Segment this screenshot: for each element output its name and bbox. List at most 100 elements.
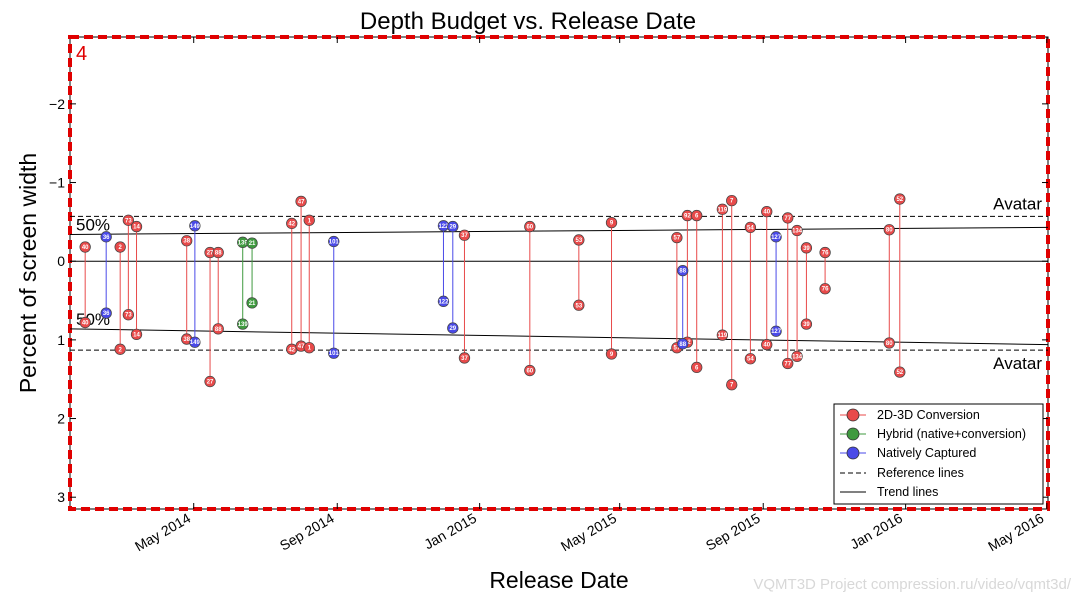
x-tick-label: Sep 2014 [277, 510, 337, 554]
legend-label-reference: Reference lines [877, 466, 964, 480]
point-label: 21 [249, 301, 256, 307]
legend-marker-hybrid [846, 427, 860, 441]
point-conversion-high [791, 350, 803, 363]
point-conversion-low [286, 217, 298, 230]
point-conversion-high [458, 352, 471, 364]
point-label: 40 [763, 210, 770, 216]
point-conversion-high [883, 337, 895, 349]
trend-line [69, 226, 1049, 235]
point-label: 37 [461, 356, 468, 362]
point-label: 27 [207, 251, 214, 257]
point-label: 7 [730, 199, 734, 205]
point-label: 134 [792, 354, 803, 360]
point-label: 14 [133, 332, 140, 338]
point-conversion-high [782, 357, 794, 370]
y-axis-label: Percent of screen width [15, 153, 41, 393]
point-conversion-low [458, 229, 471, 241]
point-conversion-low [782, 212, 794, 224]
chart-title: Depth Budget vs. Release Date [360, 8, 696, 35]
point-conversion-high [130, 328, 143, 341]
point-label: 119 [718, 207, 728, 213]
point-conversion-high [573, 299, 585, 311]
point-label: 88 [215, 251, 222, 257]
point-native-high [677, 338, 689, 350]
point-label: 80 [886, 341, 893, 347]
point-label: 7 [730, 383, 734, 389]
point-label: 53 [575, 303, 582, 309]
panel-highlight-border [68, 35, 1050, 511]
point-label: 2 [119, 347, 123, 353]
point-conversion-low [295, 195, 307, 208]
point-conversion-high [212, 323, 224, 335]
legend-label-hybrid: Hybrid (native+conversion) [877, 427, 1026, 441]
point-native-high [447, 322, 459, 334]
point-hybrid-high [246, 297, 258, 309]
point-conversion-low [303, 214, 315, 226]
point-conversion-low [726, 194, 738, 207]
reference-label-right: Avatar [993, 194, 1042, 213]
reference-label-right: Avatar [993, 354, 1042, 373]
point-native-low [100, 231, 112, 243]
point-conversion-high [204, 375, 216, 388]
point-conversion-low [79, 241, 91, 253]
point-native-low [677, 264, 689, 277]
point-native-high [770, 325, 782, 337]
point-conversion-low [761, 205, 773, 218]
point-hybrid-high [237, 318, 249, 330]
point-label: 77 [784, 361, 791, 367]
point-label: 139 [238, 322, 249, 328]
point-conversion-low [671, 231, 683, 244]
point-label: 76 [822, 287, 829, 293]
point-label: 21 [249, 241, 256, 247]
point-label: 149 [190, 224, 201, 230]
x-tick-label: May 2016 [985, 510, 1046, 555]
point-conversion-high [524, 364, 536, 377]
point-conversion-high [894, 366, 906, 378]
point-native-low [447, 220, 459, 233]
y-tick-label: −2 [49, 96, 65, 112]
point-conversion-low [130, 220, 143, 233]
point-label: 1 [308, 218, 312, 224]
point-conversion-low [744, 221, 757, 234]
point-native-low [328, 235, 340, 248]
point-label: 134 [792, 229, 803, 235]
point-conversion-high [303, 342, 315, 354]
point-label: 2 [119, 245, 123, 251]
point-label: 77 [784, 216, 791, 222]
panel-label: 4 [76, 43, 87, 65]
point-conversion-high [761, 338, 773, 351]
point-label: 38 [183, 337, 190, 343]
legend: 2D-3D Conversion Hybrid (native+conversi… [833, 403, 1044, 505]
point-label: 40 [82, 245, 89, 251]
point-native-high [437, 295, 450, 307]
point-label: 39 [803, 246, 810, 252]
legend-label-native: Natively Captured [877, 446, 976, 460]
point-label: 9 [610, 221, 614, 227]
point-conversion-low [181, 235, 193, 247]
point-label: 54 [747, 225, 754, 231]
point-conversion-low [716, 203, 729, 215]
point-conversion-low [114, 241, 126, 253]
x-tick-label: May 2015 [558, 510, 619, 555]
reference-label-left: 50% [76, 215, 110, 234]
point-label: 101 [329, 240, 340, 246]
point-conversion-high [114, 343, 126, 355]
point-label: 29 [449, 225, 456, 231]
y-tick-label: 2 [57, 411, 65, 427]
point-label: 122 [438, 299, 449, 305]
point-label: 73 [125, 218, 132, 224]
point-conversion-low [524, 220, 536, 233]
point-label: 76 [822, 251, 829, 257]
point-native-high [328, 347, 340, 359]
point-native-high [100, 307, 112, 319]
point-label: 73 [125, 313, 132, 319]
point-label: 119 [718, 333, 728, 339]
point-conversion-low [819, 246, 831, 259]
legend-box [833, 403, 1044, 505]
point-label: 1 [308, 346, 312, 352]
x-tick-label: Jan 2016 [847, 510, 905, 553]
point-conversion-low [691, 209, 703, 222]
point-native-low [770, 231, 782, 243]
point-conversion-low [212, 246, 224, 259]
